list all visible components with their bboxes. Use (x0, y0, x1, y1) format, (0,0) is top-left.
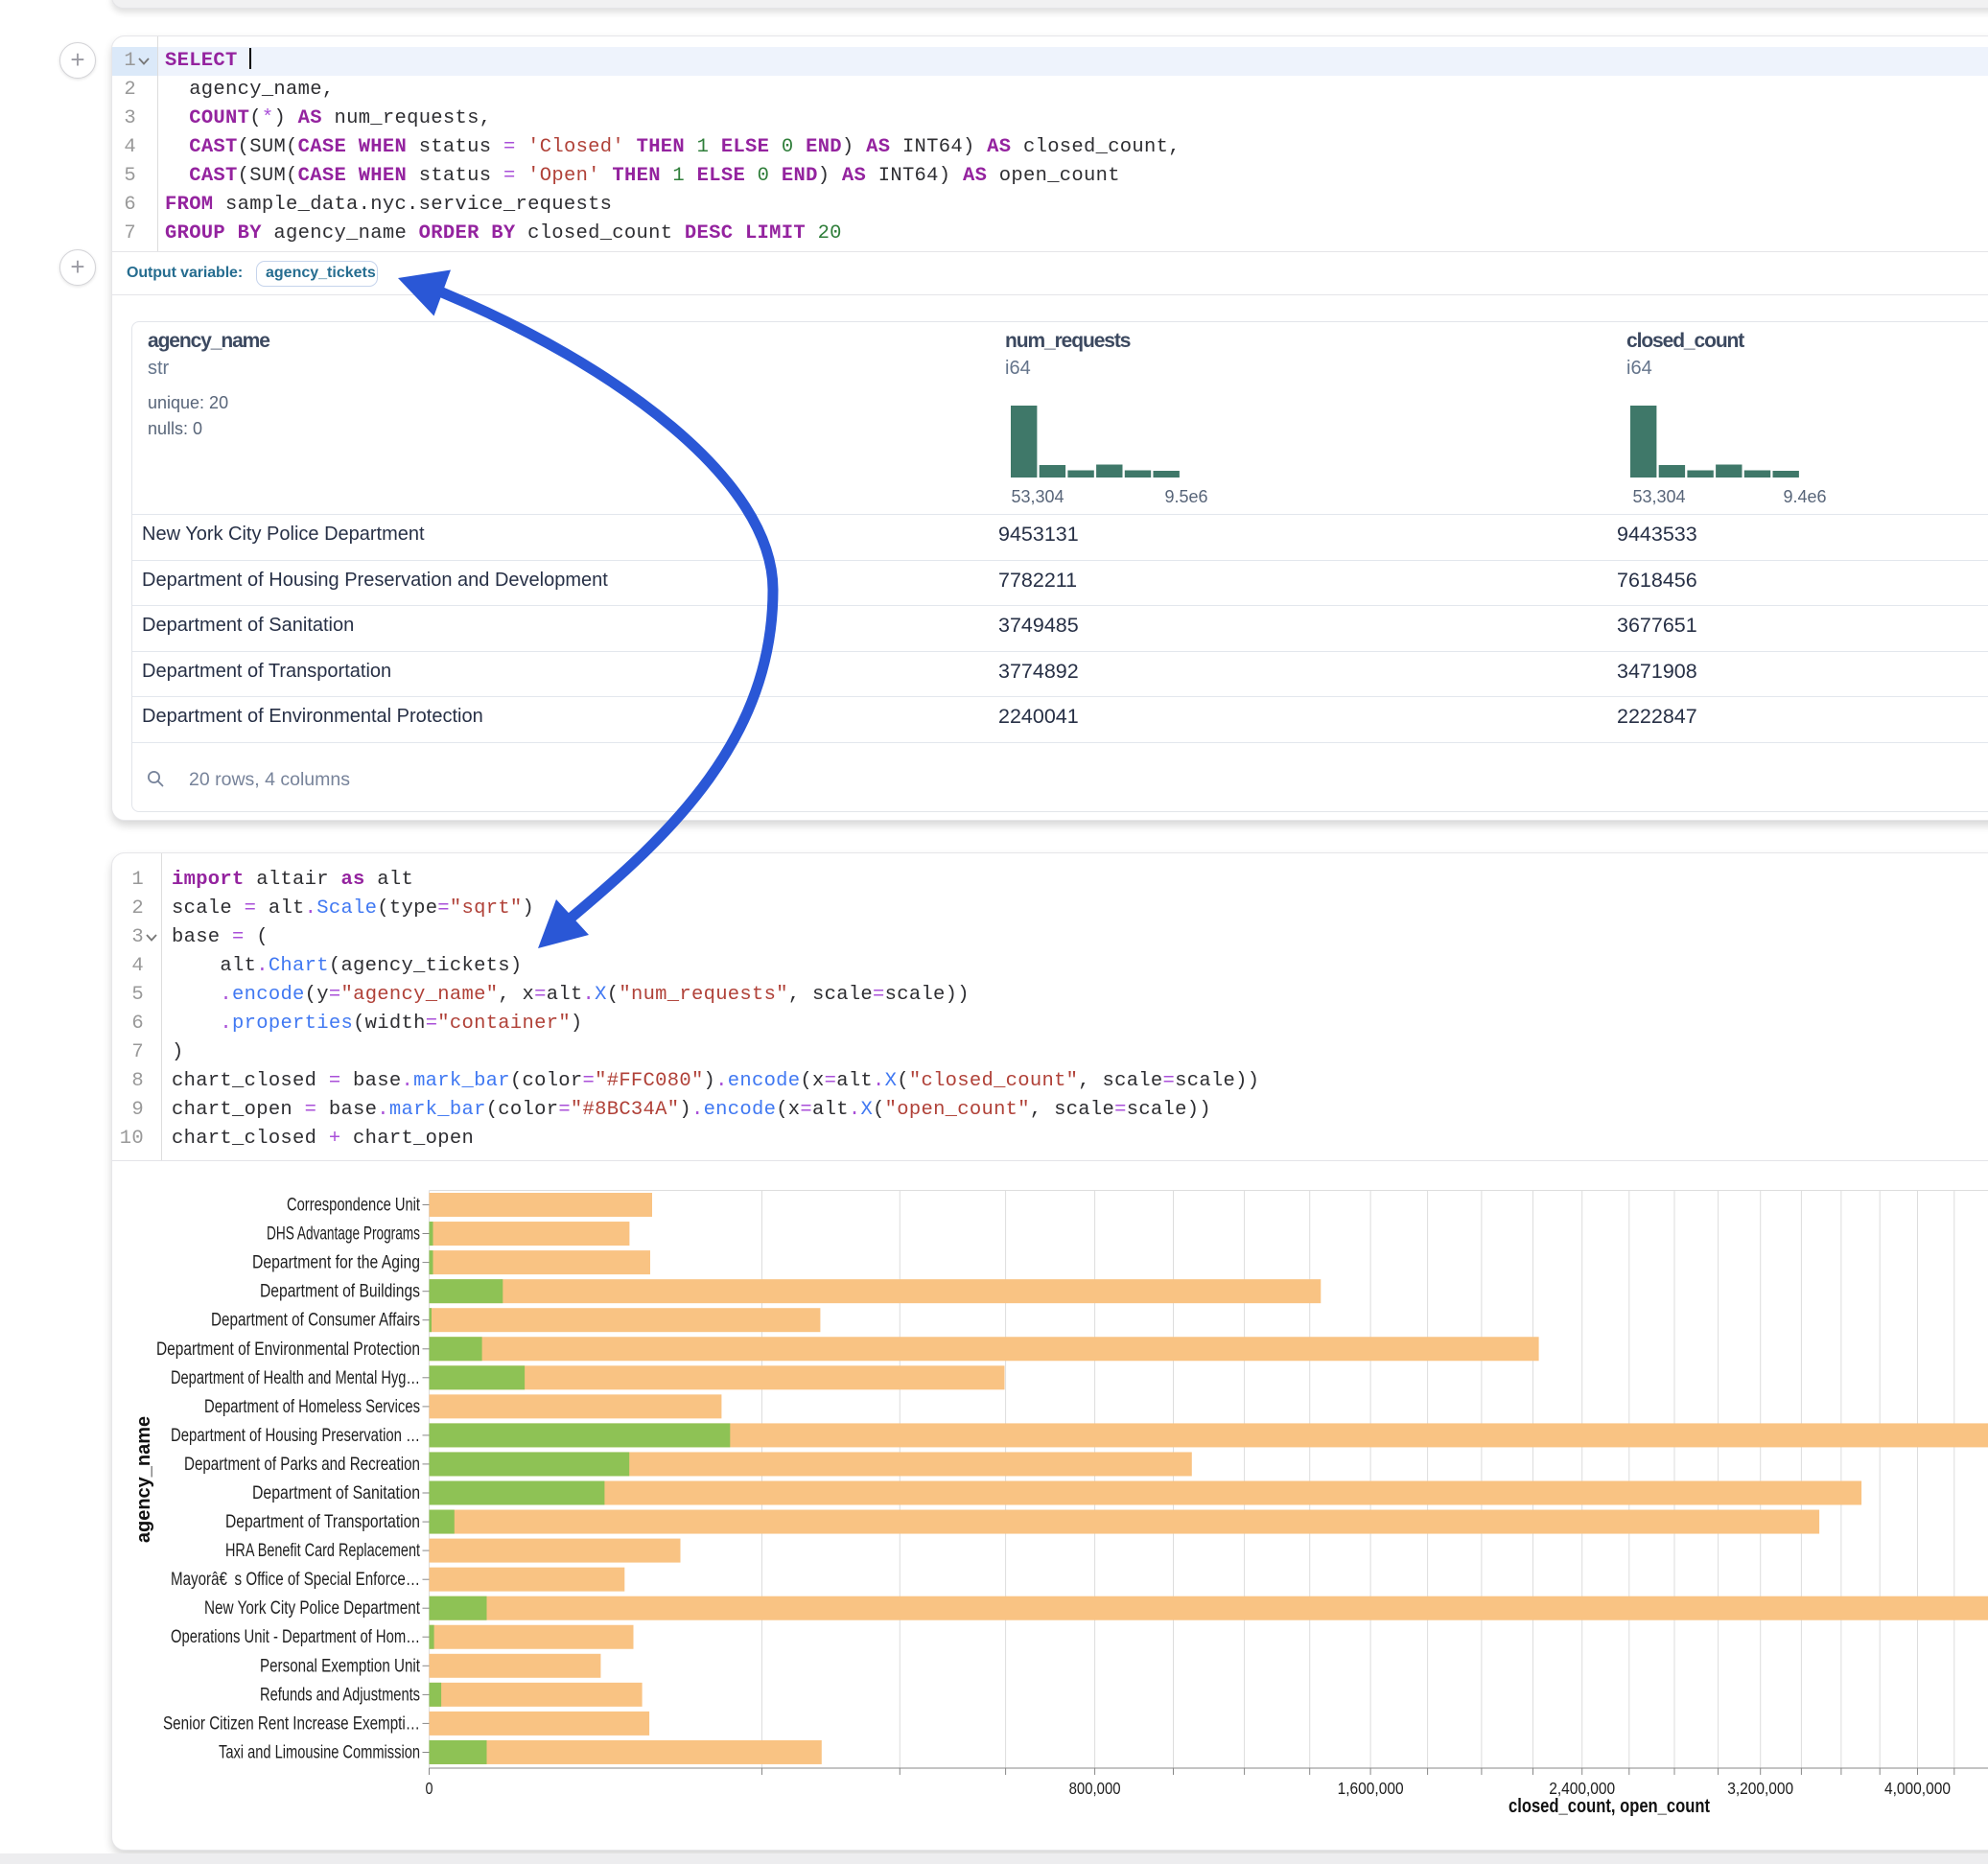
svg-text:1,600,000: 1,600,000 (1338, 1779, 1404, 1798)
svg-text:2,400,000: 2,400,000 (1549, 1779, 1615, 1798)
svg-text:Senior Citizen Rent Increase E: Senior Citizen Rent Increase Exempti… (163, 1713, 420, 1734)
svg-text:DHS Advantage Programs: DHS Advantage Programs (267, 1224, 420, 1245)
svg-text:Mayorâ€ s Office of Special En: Mayorâ€ s Office of Special Enforce… (171, 1570, 420, 1590)
svg-text:Department of Consumer Affairs: Department of Consumer Affairs (211, 1311, 420, 1331)
svg-text:Department of Buildings: Department of Buildings (260, 1282, 420, 1302)
svg-text:Department of Health and Menta: Department of Health and Mental Hyg… (171, 1368, 420, 1388)
svg-text:Operations Unit - Department o: Operations Unit - Department of Hom… (171, 1627, 420, 1647)
svg-text:New York City Police Departmen: New York City Police Department (204, 1598, 421, 1619)
svg-text:Correspondence Unit: Correspondence Unit (287, 1196, 421, 1216)
svg-text:Department of Transportation: Department of Transportation (225, 1512, 420, 1532)
svg-text:agency_name: agency_name (133, 1416, 154, 1543)
svg-text:3,200,000: 3,200,000 (1727, 1779, 1793, 1798)
svg-text:Department of Housing Preserva: Department of Housing Preservation … (171, 1426, 420, 1446)
svg-text:Department of Environmental Pr: Department of Environmental Protection (156, 1340, 420, 1360)
svg-text:Refunds and Adjustments: Refunds and Adjustments (260, 1685, 420, 1705)
svg-text:4,000,000: 4,000,000 (1884, 1779, 1951, 1798)
svg-text:HRA Benefit Card Replacement: HRA Benefit Card Replacement (225, 1541, 421, 1561)
svg-text:Department of Parks and Recrea: Department of Parks and Recreation (184, 1455, 420, 1475)
svg-text:Department for the Aging: Department for the Aging (252, 1253, 420, 1273)
svg-text:0: 0 (426, 1779, 433, 1798)
svg-text:closed_count, open_count: closed_count, open_count (1509, 1796, 1710, 1817)
svg-text:Department of Sanitation: Department of Sanitation (252, 1483, 420, 1503)
svg-text:Taxi and Limousine Commission: Taxi and Limousine Commission (219, 1743, 420, 1763)
svg-text:800,000: 800,000 (1069, 1779, 1121, 1798)
svg-text:Department of Homeless Service: Department of Homeless Services (204, 1397, 420, 1417)
svg-text:Personal Exemption Unit: Personal Exemption Unit (260, 1656, 421, 1676)
